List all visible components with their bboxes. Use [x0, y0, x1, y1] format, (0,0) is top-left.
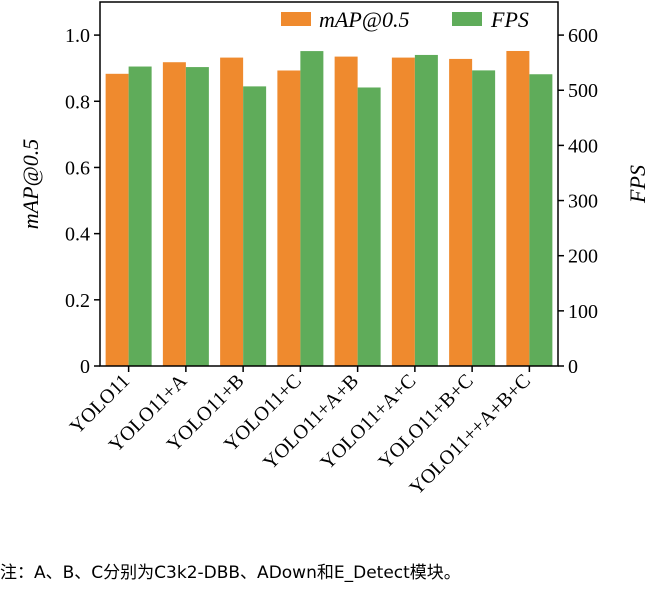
legend-label-fps: FPS — [490, 7, 529, 32]
right-tick-label-6: 600 — [568, 25, 598, 47]
bar-fps-5 — [414, 54, 438, 366]
right-axis-ticks: 0 100 200 300 400 500 600 — [558, 25, 598, 378]
bar-fps-4 — [357, 87, 381, 366]
bar-chart: 0 0.2 0.4 0.6 0.8 1.0 0 100 200 300 400 500 600 YOL… — [18, 1, 650, 499]
bar-map-1 — [162, 62, 186, 366]
bar-map-0 — [105, 73, 129, 366]
left-axis-ticks: 0 0.2 0.4 0.6 0.8 1.0 — [65, 25, 100, 378]
footnote: 注：A、B、C分别为C3k2-DBB、ADown和E_Detect模块。 — [0, 563, 461, 583]
bar-map-5 — [391, 57, 415, 367]
left-tick-label-2: 0.4 — [65, 224, 90, 246]
right-tick-label-4: 400 — [568, 135, 598, 157]
left-tick-label-3: 0.6 — [65, 157, 90, 179]
bars-layer — [105, 50, 553, 367]
bar-fps-0 — [128, 66, 152, 366]
legend-label-map: mAP@0.5 — [319, 7, 410, 32]
axes-layer — [99, 1, 559, 367]
x-axis-ticks: YOLO11YOLO11+AYOLO11+BYOLO11+CYOLO11+A+B… — [66, 366, 535, 499]
left-tick-label-5: 1.0 — [65, 25, 90, 47]
bar-map-3 — [277, 70, 301, 367]
bar-fps-1 — [185, 67, 209, 366]
bar-fps-7 — [529, 74, 553, 367]
plot-frame — [99, 1, 559, 367]
bar-fps-2 — [243, 86, 267, 366]
legend: mAP@0.5 FPS — [281, 7, 529, 32]
legend-swatch-map — [281, 12, 311, 26]
bar-fps-6 — [472, 70, 496, 366]
right-tick-label-2: 200 — [568, 246, 598, 268]
right-tick-label-3: 300 — [568, 191, 598, 213]
legend-swatch-fps — [452, 12, 482, 26]
right-axis-title: FPS — [625, 165, 650, 204]
bar-map-4 — [334, 56, 358, 366]
left-tick-label-4: 0.8 — [65, 91, 90, 113]
left-tick-label-0: 0 — [80, 356, 90, 378]
bar-map-2 — [220, 57, 244, 367]
bar-map-6 — [449, 58, 473, 367]
left-axis-title: mAP@0.5 — [18, 139, 43, 230]
left-tick-label-1: 0.2 — [65, 290, 90, 312]
right-tick-label-1: 100 — [568, 301, 598, 323]
bar-fps-3 — [300, 51, 324, 367]
right-tick-label-5: 500 — [568, 80, 598, 102]
bar-map-7 — [506, 50, 530, 366]
right-tick-label-0: 0 — [568, 356, 578, 378]
